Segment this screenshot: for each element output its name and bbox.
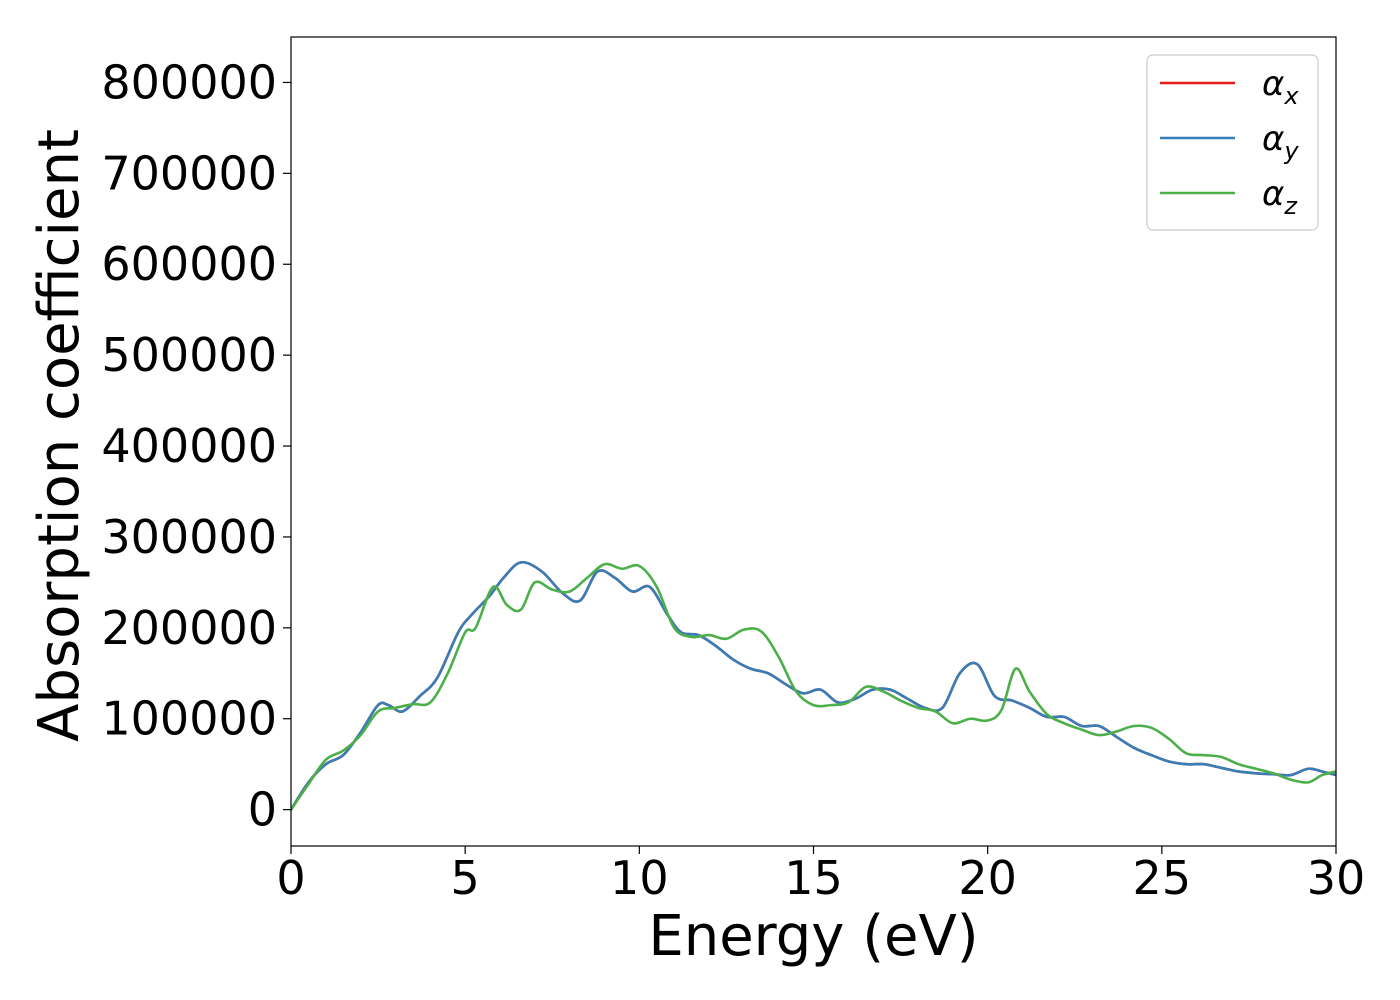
legend-label-z: αz [1262, 174, 1298, 220]
x-tick-label: 30 [1307, 851, 1366, 905]
x-tick-label: 0 [276, 851, 305, 905]
x-tick-label: 20 [958, 851, 1017, 905]
series-line-y [291, 560, 1336, 811]
legend-label-x: αx [1262, 64, 1299, 110]
y-axis: 0 100000 200000 300000 400000 500000 600000 700… [101, 55, 291, 837]
legend-box [1146, 54, 1319, 231]
y-tick-label: 600000 [101, 237, 277, 291]
series-line-z [291, 562, 1336, 811]
y-tick-label: 300000 [101, 510, 277, 564]
x-tick-label: 15 [784, 851, 843, 905]
x-tick-label: 25 [1133, 851, 1192, 905]
legend-label-y: αy [1262, 119, 1299, 165]
y-tick-label: 400000 [101, 419, 277, 473]
y-axis-title: Absorption coefficient [27, 129, 92, 742]
x-tick-label: 5 [451, 851, 480, 905]
y-tick-label: 500000 [101, 328, 277, 382]
y-tick-label: 100000 [101, 692, 277, 746]
y-tick-label: 200000 [101, 601, 277, 655]
y-tick-label: 800000 [101, 55, 277, 109]
y-tick-label: 700000 [101, 146, 277, 200]
x-axis: 0 5 10 15 20 25 30 [276, 846, 1365, 905]
series-line-x [291, 560, 1336, 811]
x-tick-label: 10 [610, 851, 669, 905]
legend: αx αy αz [1146, 54, 1319, 231]
y-tick-label: 0 [248, 783, 277, 837]
x-axis-title: Energy (eV) [648, 904, 978, 969]
plot-lines [291, 560, 1336, 811]
